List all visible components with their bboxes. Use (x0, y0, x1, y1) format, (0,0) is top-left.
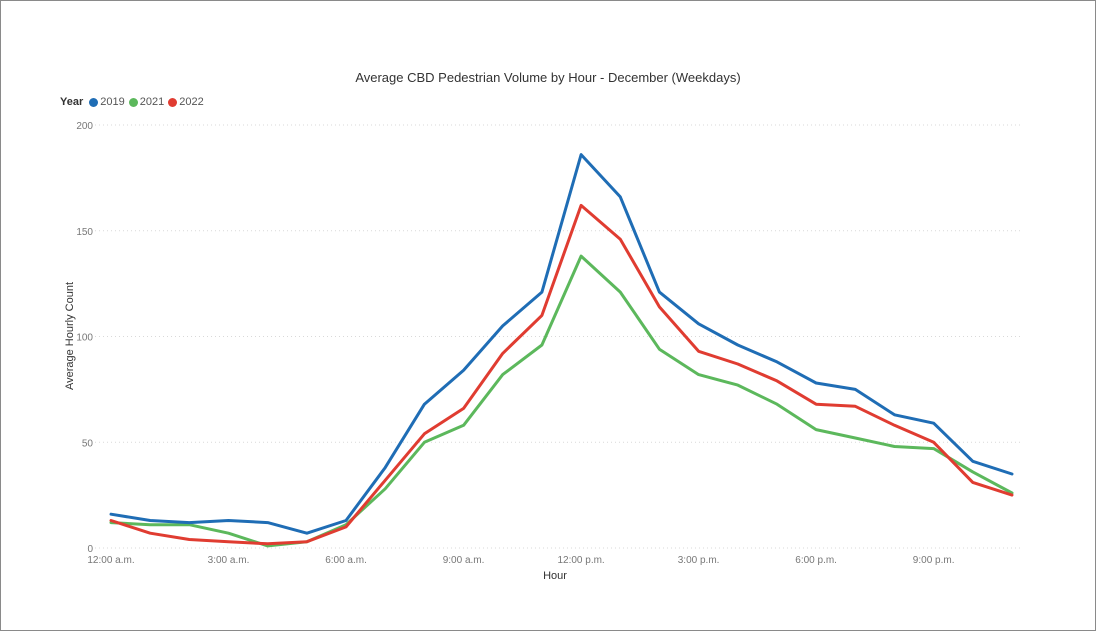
x-axis-title: Hour (543, 570, 567, 582)
legend-item-2019[interactable]: 2019 (89, 96, 125, 108)
series-line-2019[interactable] (109, 153, 1014, 535)
series-line-2022[interactable] (109, 203, 1014, 546)
legend-marker-2021 (128, 97, 138, 107)
legend-marker-2022 (168, 97, 178, 107)
y-tick-label: 150 (76, 227, 93, 238)
x-tick-label: 6:00 p.m. (795, 555, 837, 566)
legend-title: Year (60, 96, 84, 108)
legend-item-2022[interactable]: 2022 (168, 96, 204, 108)
series-line-2021[interactable] (109, 254, 1014, 548)
x-tick-label: 9:00 p.m. (913, 555, 955, 566)
y-tick-label: 200 (76, 121, 93, 132)
y-axis-ticks: 0 50 100 150 200 (76, 121, 93, 555)
legend: Year 2019 2021 2022 (60, 96, 208, 108)
y-axis-title: Average Hourly Count (64, 282, 76, 390)
legend-item-2021[interactable]: 2021 (128, 96, 165, 108)
gridlines (95, 124, 1020, 549)
x-tick-label: 12:00 a.m. (87, 555, 134, 566)
legend-marker-2019 (89, 97, 99, 107)
legend-label-2021: 2021 (139, 96, 165, 108)
x-axis-ticks: 12:00 a.m. 3:00 a.m. 6:00 a.m. 9:00 a.m. 12:… (87, 555, 954, 566)
legend-label-2022: 2022 (179, 96, 204, 108)
series-lines (109, 153, 1014, 548)
y-tick-label: 0 (87, 544, 93, 555)
x-tick-label: 9:00 a.m. (443, 555, 485, 566)
x-tick-label: 6:00 a.m. (325, 555, 367, 566)
x-tick-label: 3:00 a.m. (208, 555, 250, 566)
y-tick-label: 50 (82, 438, 94, 449)
chart-title: Average CBD Pedestrian Volume by Hour - … (355, 70, 741, 85)
y-tick-label: 100 (76, 333, 93, 344)
x-tick-label: 12:00 p.m. (557, 555, 604, 566)
legend-label-2019: 2019 (100, 96, 125, 108)
x-tick-label: 3:00 p.m. (678, 555, 720, 566)
